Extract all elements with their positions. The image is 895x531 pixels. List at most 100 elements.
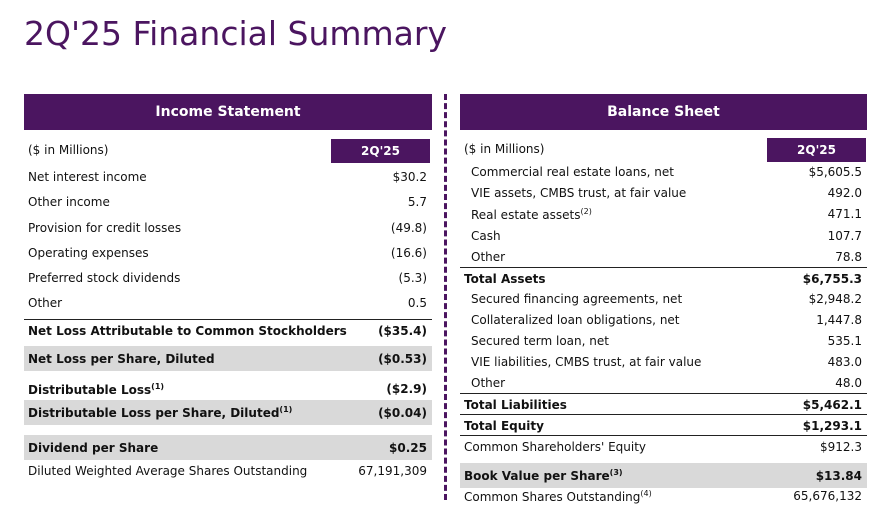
row-value: $6,755.3 bbox=[802, 271, 862, 286]
table-row: Total Liabilities $5,462.1 bbox=[460, 393, 867, 415]
row-label: Dividend per Share bbox=[28, 441, 158, 455]
row-label: VIE assets, CMBS trust, at fair value bbox=[471, 186, 686, 200]
table-row: Commercial real estate loans, net $5,605.… bbox=[460, 161, 867, 183]
table-row: Net interest income $30.2 bbox=[24, 166, 432, 188]
row-value: $5,605.5 bbox=[808, 165, 862, 179]
row-value: 483.0 bbox=[827, 355, 862, 369]
row-label: Operating expenses bbox=[28, 246, 149, 260]
table-row: Other 78.8 bbox=[460, 246, 867, 268]
label-text: Preferred stock dividends bbox=[28, 271, 181, 285]
row-label: Diluted Weighted Average Shares Outstand… bbox=[28, 464, 307, 478]
row-value: $912.3 bbox=[820, 439, 862, 454]
table-row: Common Shares Outstanding(4) 65,676,132 bbox=[460, 485, 867, 507]
row-label: Common Shareholders' Equity bbox=[464, 440, 646, 454]
row-value: $0.25 bbox=[389, 440, 427, 455]
label-text: Operating expenses bbox=[28, 246, 149, 260]
table-row: Other 48.0 bbox=[460, 372, 867, 394]
row-value: $5,462.1 bbox=[802, 397, 862, 412]
row-value: 492.0 bbox=[827, 186, 862, 200]
period-header: 2Q'25 bbox=[767, 138, 866, 162]
row-label: Net Loss per Share, Diluted bbox=[28, 352, 215, 366]
label-text: Net interest income bbox=[28, 170, 147, 184]
table-row: Book Value per Share(3) $13.84 bbox=[460, 463, 867, 488]
label-text: Other bbox=[28, 296, 63, 310]
table-row: VIE liabilities, CMBS trust, at fair val… bbox=[460, 351, 867, 373]
label-text: VIE assets, CMBS trust, at fair value bbox=[471, 186, 687, 200]
table-row: Cash 107.7 bbox=[460, 225, 867, 247]
table-row: Net Loss per Share, Diluted ($0.53) bbox=[24, 346, 432, 371]
row-value: 535.1 bbox=[827, 334, 862, 348]
row-label: VIE liabilities, CMBS trust, at fair val… bbox=[471, 355, 701, 369]
row-value: $2,948.2 bbox=[808, 292, 862, 306]
table-row: Other 0.5 bbox=[24, 292, 432, 314]
label-text: Common Shareholders' Equity bbox=[464, 439, 647, 454]
label-text: Total Liabilities bbox=[464, 397, 567, 412]
table-row: Total Equity $1,293.1 bbox=[460, 414, 867, 436]
row-value: 1,447.8 bbox=[816, 313, 862, 327]
row-label: Collateralized loan obligations, net bbox=[471, 313, 680, 327]
row-label: Preferred stock dividends bbox=[28, 271, 180, 285]
row-label: Total Liabilities bbox=[464, 398, 567, 412]
row-label: Real estate assets(2) bbox=[471, 207, 592, 222]
footnote: (2) bbox=[580, 206, 592, 216]
table-row: Secured term loan, net 535.1 bbox=[460, 330, 867, 352]
section-title: Income Statement bbox=[24, 94, 432, 130]
label-text: Other income bbox=[28, 195, 110, 209]
row-value: 0.5 bbox=[407, 296, 427, 310]
row-value: 67,191,309 bbox=[358, 464, 427, 478]
section-title: Balance Sheet bbox=[460, 94, 867, 130]
table-row: Net Loss Attributable to Common Stockhol… bbox=[24, 319, 432, 341]
row-label: Provision for credit losses bbox=[28, 221, 181, 235]
table-row: Real estate assets(2) 471.1 bbox=[460, 203, 867, 225]
table-row: Operating expenses (16.6) bbox=[24, 242, 432, 264]
row-label: Net interest income bbox=[28, 170, 147, 184]
row-label: Secured financing agreements, net bbox=[471, 292, 682, 306]
divider bbox=[444, 94, 447, 500]
label-text: Total Equity bbox=[464, 418, 544, 433]
row-value: (49.8) bbox=[390, 221, 427, 235]
row-label: Common Shares Outstanding(4) bbox=[464, 489, 652, 504]
table-row: Preferred stock dividends (5.3) bbox=[24, 267, 432, 289]
table-row: Distributable Loss per Share, Diluted(1)… bbox=[24, 400, 432, 425]
table-row: Distributable Loss(1) ($2.9) bbox=[24, 378, 432, 400]
label-text: Total Assets bbox=[464, 271, 546, 286]
row-label: Commercial real estate loans, net bbox=[471, 165, 674, 179]
label-text: Real estate assets bbox=[471, 207, 581, 222]
row-label: Other bbox=[471, 250, 505, 264]
row-value: $13.84 bbox=[815, 468, 862, 483]
row-label: Book Value per Share(3) bbox=[464, 468, 623, 483]
row-label: Other bbox=[28, 296, 62, 310]
row-label: Distributable Loss(1) bbox=[28, 382, 164, 397]
label-text: Net Loss per Share, Diluted bbox=[28, 351, 215, 366]
units: ($ in Millions) bbox=[28, 143, 109, 157]
label-text: Net Loss Attributable to Common Stockhol… bbox=[28, 323, 347, 338]
page-title: 2Q'25 Financial Summary bbox=[24, 14, 447, 53]
row-value: 78.8 bbox=[835, 250, 862, 264]
row-label: Cash bbox=[471, 229, 501, 243]
label-text: Book Value per Share bbox=[464, 469, 610, 483]
label-text: Other bbox=[471, 376, 506, 390]
label-text: Distributable Loss bbox=[28, 382, 152, 397]
row-label: Total Assets bbox=[464, 272, 546, 286]
table-row: Collateralized loan obligations, net 1,44… bbox=[460, 309, 867, 331]
footnote: (4) bbox=[640, 488, 652, 498]
row-label: Net Loss Attributable to Common Stockhol… bbox=[28, 324, 347, 338]
table-row: Secured financing agreements, net $2,948.… bbox=[460, 288, 867, 310]
table-row: Total Assets $6,755.3 bbox=[460, 267, 867, 289]
row-value: $30.2 bbox=[392, 170, 427, 184]
row-value: ($35.4) bbox=[378, 323, 427, 338]
row-value: (16.6) bbox=[390, 246, 427, 260]
footnote: (3) bbox=[609, 468, 623, 477]
row-value: 48.0 bbox=[835, 376, 862, 390]
units: ($ in Millions) bbox=[464, 142, 545, 156]
table-row: Dividend per Share $0.25 bbox=[24, 435, 432, 460]
row-label: Other bbox=[471, 376, 505, 390]
row-value: 65,676,132 bbox=[793, 489, 862, 503]
footnote: (1) bbox=[151, 381, 165, 391]
row-value: ($0.53) bbox=[378, 351, 427, 366]
label-text: Dividend per Share bbox=[28, 440, 159, 455]
footnote: (1) bbox=[279, 405, 293, 414]
label-text: Secured financing agreements, net bbox=[471, 292, 683, 306]
label-text: Common Shares Outstanding bbox=[464, 489, 641, 504]
table-row: Other income 5.7 bbox=[24, 191, 432, 213]
